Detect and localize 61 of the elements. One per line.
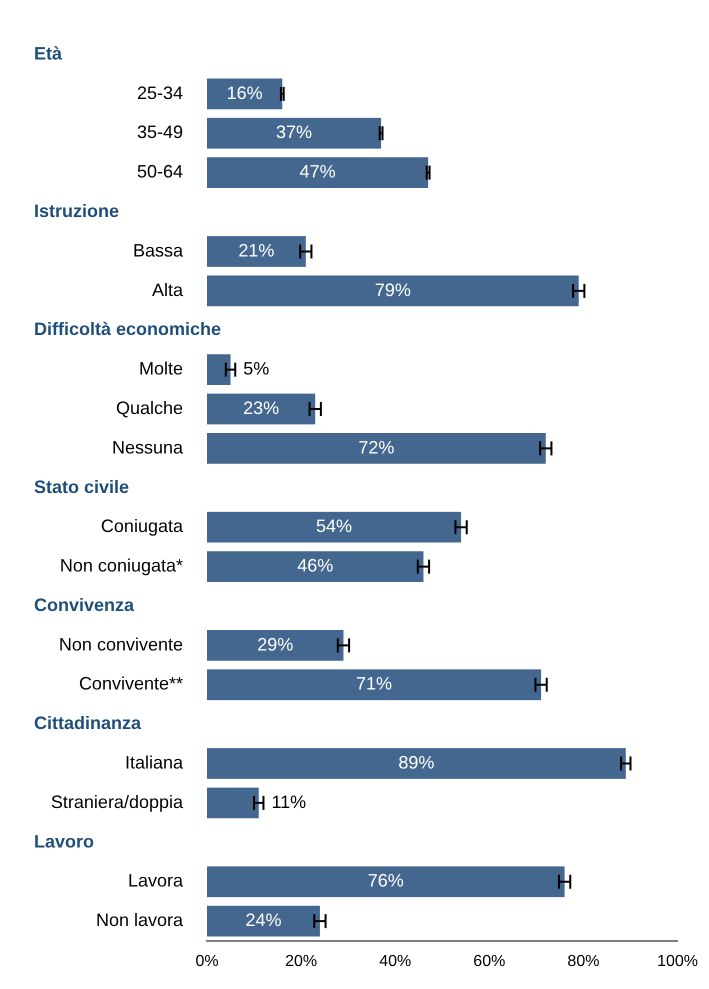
y-tick-label: Alta — [152, 280, 184, 300]
bar — [207, 157, 428, 188]
x-tick-label: 80% — [567, 952, 600, 970]
bar — [207, 354, 231, 385]
y-tick-label: Qualche — [116, 398, 183, 418]
y-tick-label: Nessuna — [112, 437, 184, 458]
y-tick-label: Bassa — [132, 240, 184, 260]
y-tick-label: Coniugata — [100, 516, 184, 536]
annotation: Difficoltà economiche — [34, 319, 222, 340]
bar — [207, 748, 626, 779]
x-tick-label: 60% — [473, 952, 506, 970]
x-tick-label: 20% — [285, 952, 318, 970]
x-tick-label: 0% — [195, 952, 219, 970]
x-tick-label: 40% — [379, 952, 412, 970]
data-label: 24% — [245, 910, 282, 930]
y-tick-label: 50-64 — [136, 162, 183, 182]
data-label: 89% — [398, 752, 434, 773]
bar — [207, 630, 344, 661]
bar — [207, 669, 542, 700]
bar — [207, 866, 565, 898]
data-label: 29% — [257, 634, 294, 654]
data-label: 72% — [358, 437, 394, 458]
data-label: 79% — [374, 280, 411, 300]
bar — [207, 118, 382, 149]
bar — [207, 512, 462, 543]
x-tick-label: 100% — [657, 952, 698, 970]
y-tick-label: Non convivente — [58, 634, 183, 654]
text: Cittadinanza — [34, 713, 142, 734]
data-label: 54% — [316, 516, 352, 536]
data-label: 37% — [276, 122, 312, 142]
y-tick-label: Lavora — [128, 870, 184, 891]
text: Stato civile — [34, 476, 130, 497]
data-label: 47% — [300, 162, 336, 182]
y-tick-label: Italiana — [124, 752, 184, 773]
bar — [207, 394, 316, 424]
y-tick-label: Straniera/doppia — [50, 792, 184, 812]
text: Istruzione — [34, 201, 120, 222]
data-label: 5% — [243, 358, 270, 379]
bar — [207, 78, 282, 110]
data-label: 76% — [368, 870, 404, 891]
bar — [207, 551, 424, 582]
bar — [207, 433, 546, 464]
data-label: 71% — [356, 674, 392, 694]
data-label: 46% — [297, 556, 334, 576]
y-tick-label: Non lavora — [96, 910, 184, 930]
text: Età — [34, 43, 63, 64]
bar — [207, 906, 320, 936]
bar — [207, 275, 579, 306]
data-label: 21% — [238, 240, 274, 260]
bar — [207, 236, 306, 267]
y-tick-label: Convivente** — [78, 674, 183, 694]
data-label: 16% — [226, 82, 263, 103]
y-tick-label: 35-49 — [136, 122, 183, 142]
data-label: 11% — [271, 792, 306, 812]
bar — [207, 788, 259, 818]
text: Lavoro — [34, 831, 94, 852]
y-tick-label: Non coniugata* — [60, 556, 183, 576]
y-tick-label: Molte — [138, 358, 183, 379]
data-label: 23% — [243, 398, 280, 418]
y-tick-label: 25-34 — [136, 82, 183, 103]
text: Convivenza — [34, 594, 136, 615]
